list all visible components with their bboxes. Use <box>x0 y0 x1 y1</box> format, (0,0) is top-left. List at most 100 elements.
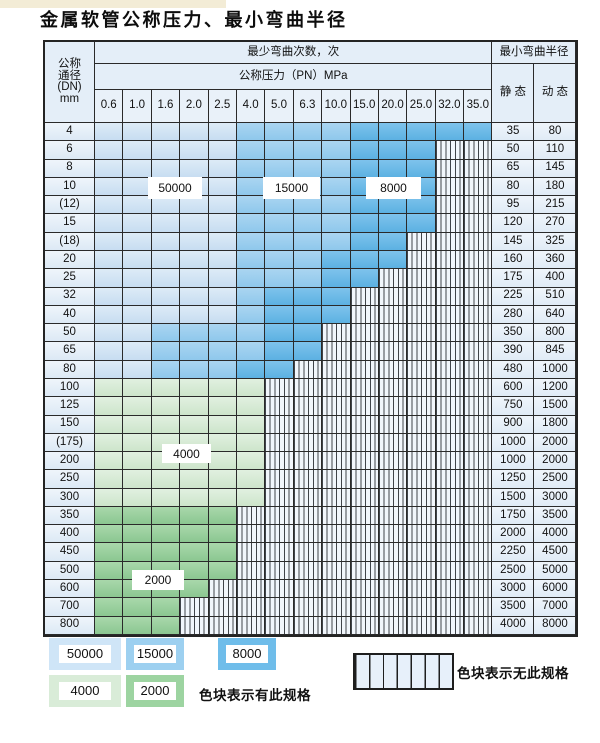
no-spec-cell <box>407 452 436 471</box>
no-spec-cell <box>350 506 379 526</box>
spec-cell <box>95 397 124 416</box>
zone-label-50000: 50000 <box>148 177 202 199</box>
no-spec-cell <box>378 378 408 398</box>
spec-cell <box>378 159 408 178</box>
no-spec-cell <box>378 470 408 489</box>
spec-cell <box>95 488 124 507</box>
spec-cell <box>180 232 209 251</box>
no-spec-cell <box>464 616 493 635</box>
dynamic-radius-value: 800 <box>534 324 577 343</box>
spec-cell <box>95 196 124 215</box>
no-spec-cell <box>464 232 493 251</box>
spec-cell <box>151 196 181 215</box>
corner-header-line: 公称 <box>58 58 81 70</box>
spec-cell <box>208 506 237 526</box>
spec-cell <box>208 324 237 343</box>
spec-cell <box>265 342 294 361</box>
no-spec-cell <box>407 543 436 562</box>
no-spec-cell <box>293 397 323 416</box>
spec-cell <box>151 324 181 343</box>
no-spec-cell <box>293 525 323 544</box>
radius-header: 最小弯曲半径 <box>492 42 577 64</box>
spec-cell <box>293 159 323 178</box>
static-radius-value: 480 <box>492 360 535 379</box>
no-spec-cell <box>464 177 493 197</box>
spec-cell <box>350 141 379 160</box>
no-spec-cell <box>322 506 351 526</box>
no-spec-cell <box>322 561 351 581</box>
pressure-col-header: 1.0 <box>123 90 152 123</box>
spec-cell <box>95 525 124 544</box>
no-spec-cell <box>350 452 379 471</box>
dn-cell: 100 <box>45 378 95 398</box>
no-spec-cell <box>435 598 465 617</box>
no-spec-cell <box>407 415 436 434</box>
no-spec-cell <box>208 580 237 599</box>
pressure-col-header: 6.3 <box>293 90 323 123</box>
corner-header-line: 通径 <box>58 69 81 82</box>
no-spec-cell <box>464 269 493 288</box>
spec-cell <box>95 123 124 142</box>
no-spec-cell <box>236 616 266 635</box>
spec-cell <box>293 214 323 233</box>
spec-cell <box>208 159 237 178</box>
spec-cell <box>151 305 181 325</box>
spec-cell <box>407 214 436 233</box>
spec-cell <box>95 324 124 343</box>
spec-cell <box>322 177 351 197</box>
dynamic-radius-value: 270 <box>534 214 577 233</box>
spec-cell <box>350 250 379 270</box>
spec-cell <box>293 250 323 270</box>
dn-cell: 300 <box>45 488 95 507</box>
no-spec-cell <box>407 598 436 617</box>
pressure-col-header: 2.0 <box>180 90 209 123</box>
spec-cell <box>208 561 237 581</box>
spec-cell <box>95 342 124 361</box>
static-radius-value: 350 <box>492 324 535 343</box>
spec-cell <box>236 159 266 178</box>
no-spec-cell <box>378 543 408 562</box>
no-spec-cell <box>435 415 465 434</box>
spec-cell <box>180 342 209 361</box>
spec-cell <box>123 616 152 635</box>
static-radius-value: 900 <box>492 415 535 434</box>
no-spec-cell <box>236 525 266 544</box>
static-radius-value: 600 <box>492 378 535 398</box>
zone-label-4000: 4000 <box>162 444 211 463</box>
no-spec-cell <box>265 433 294 453</box>
no-spec-cell <box>435 287 465 306</box>
spec-cell <box>151 250 181 270</box>
no-spec-cell <box>180 616 209 635</box>
no-spec-cell <box>407 580 436 599</box>
dn-cell: 40 <box>45 305 95 325</box>
no-spec-cell <box>464 378 493 398</box>
spec-cell <box>208 378 237 398</box>
no-spec-cell <box>464 305 493 325</box>
spec-cell <box>236 324 266 343</box>
spec-cell <box>123 378 152 398</box>
spec-cell <box>151 488 181 507</box>
spec-cell <box>236 177 266 197</box>
no-spec-cell <box>180 598 209 617</box>
static-radius-value: 2000 <box>492 525 535 544</box>
spec-cell <box>123 324 152 343</box>
no-spec-cell <box>435 324 465 343</box>
no-spec-cell <box>378 598 408 617</box>
pressure-header: 公称压力（PN）MPa <box>95 64 493 90</box>
spec-cell <box>322 305 351 325</box>
dn-cell: 450 <box>45 543 95 562</box>
no-spec-cell <box>435 214 465 233</box>
dynamic-radius-value: 325 <box>534 232 577 251</box>
spec-cell <box>208 269 237 288</box>
spec-cell <box>151 342 181 361</box>
spec-cell <box>180 488 209 507</box>
no-spec-cell <box>350 378 379 398</box>
spec-cell <box>180 250 209 270</box>
spec-cell <box>208 342 237 361</box>
static-radius-value: 1000 <box>492 452 535 471</box>
spec-cell <box>293 324 323 343</box>
spec-cell <box>123 397 152 416</box>
spec-cell <box>95 305 124 325</box>
no-spec-cell <box>464 543 493 562</box>
static-radius-value: 160 <box>492 250 535 270</box>
